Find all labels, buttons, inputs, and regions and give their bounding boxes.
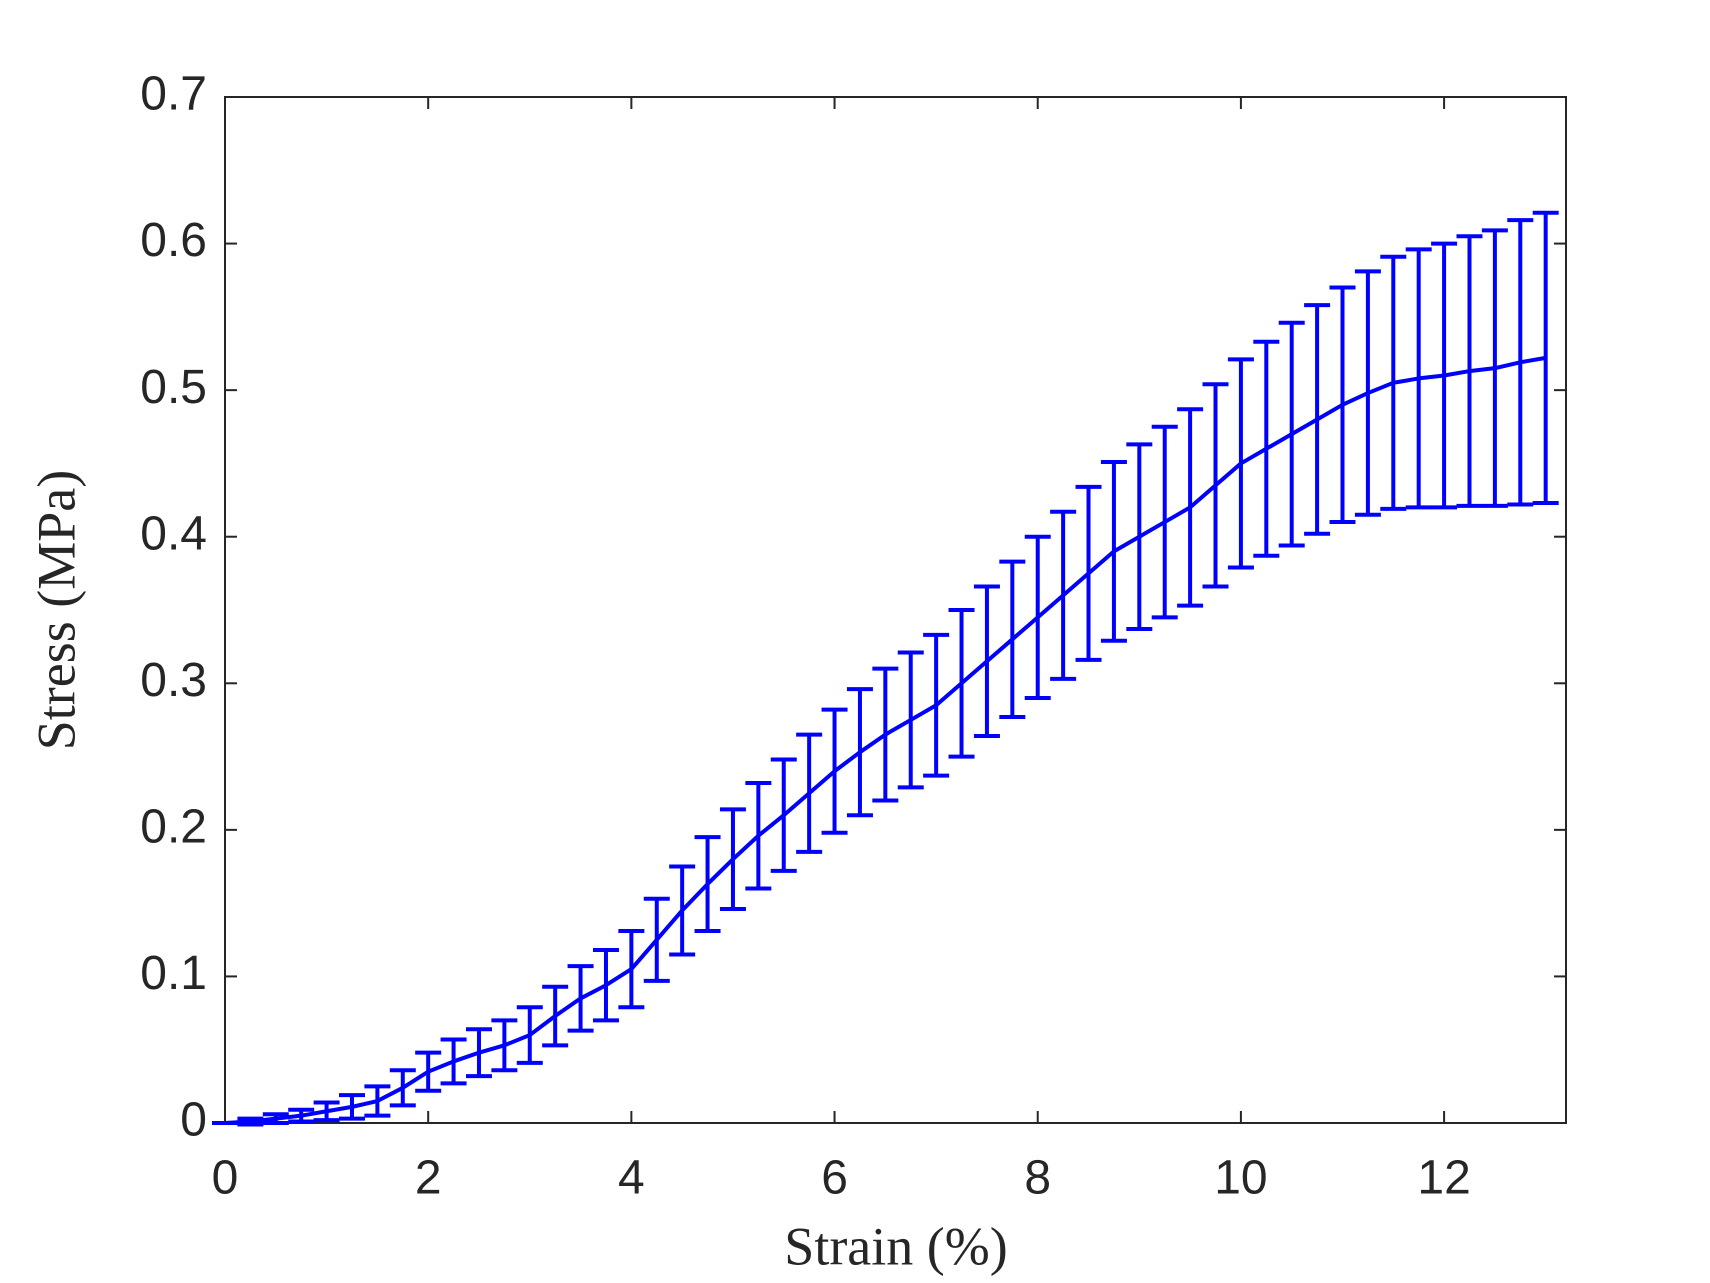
y-tick-label: 0.7 [140, 68, 207, 121]
x-tick-label: 6 [821, 1152, 848, 1205]
x-tick-label: 10 [1214, 1152, 1267, 1205]
x-tick-label: 4 [618, 1152, 645, 1205]
y-tick-label: 0.1 [140, 947, 207, 1000]
y-axis-label: Stress (MPa) [26, 470, 86, 751]
y-tick-label: 0 [180, 1094, 207, 1147]
x-tick-label: 8 [1024, 1152, 1051, 1205]
line [224, 355, 1547, 1125]
y-tick-label: 0.4 [140, 507, 207, 560]
plot-frame [224, 96, 1567, 1124]
y-tick-label: 0.3 [140, 654, 207, 707]
x-tick-label: 0 [212, 1152, 239, 1205]
x-axis-label: Strain (%) [784, 1216, 1007, 1276]
y-tick-label: 0.5 [140, 361, 207, 414]
y-tick-label: 0.2 [140, 801, 207, 854]
y-tick-label: 0.6 [140, 214, 207, 267]
x-tick-label: 12 [1417, 1152, 1470, 1205]
x-tick-label: 2 [415, 1152, 442, 1205]
